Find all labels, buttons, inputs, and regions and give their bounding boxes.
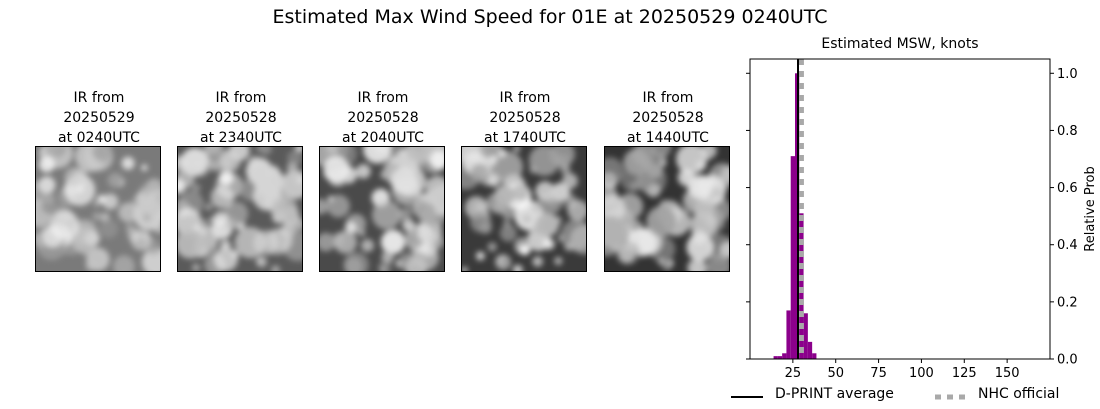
ir-satellite-image [604, 146, 730, 272]
ir-panel: IR from 20250529 at 0240UTC [35, 88, 163, 272]
ir-cloud-texture [320, 147, 444, 271]
histogram-bar [799, 213, 804, 359]
ir-caption-line1: IR from [642, 90, 694, 106]
ir-caption-date: 20250528 [489, 110, 561, 126]
x-tick-label: 100 [909, 366, 934, 381]
x-tick-label: 50 [827, 366, 844, 381]
ir-panel: IR from 20250528 at 1440UTC [604, 88, 732, 272]
ir-caption-date: 20250528 [205, 110, 277, 126]
y-tick-label: 0.6 [1057, 181, 1078, 196]
ir-panel: IR from 20250528 at 2340UTC [177, 88, 305, 272]
y-tick-label: 0.4 [1057, 238, 1078, 253]
ir-caption: IR from 20250528 at 1440UTC [604, 88, 732, 148]
ir-caption-time: at 1740UTC [484, 130, 566, 146]
histogram-bar [782, 353, 787, 359]
ir-caption-time: at 0240UTC [58, 130, 140, 146]
ir-cloud-texture [605, 147, 729, 271]
y-tick-label: 0.0 [1057, 353, 1078, 368]
y-tick-label: 0.8 [1057, 124, 1078, 139]
ir-caption-date: 20250528 [347, 110, 419, 126]
ir-cloud-texture [462, 147, 586, 271]
histogram-bar [790, 156, 795, 359]
histogram-bar [807, 341, 813, 359]
ir-caption: IR from 20250529 at 0240UTC [35, 88, 163, 148]
ir-satellite-image [35, 146, 161, 272]
y-tick-label: 0.2 [1057, 295, 1078, 310]
ir-panel: IR from 20250528 at 2040UTC [319, 88, 447, 272]
ir-caption-time: at 2040UTC [342, 130, 424, 146]
ir-panel: IR from 20250528 at 1740UTC [461, 88, 589, 272]
plot-frame [749, 58, 1051, 360]
ir-cloud-texture [36, 147, 160, 271]
x-tick-label: 125 [952, 366, 977, 381]
chart-title: Estimated MSW, knots [821, 36, 979, 52]
ir-satellite-image [177, 146, 303, 272]
ir-caption-line1: IR from [357, 90, 409, 106]
x-tick-label: 150 [995, 366, 1020, 381]
figure-title: Estimated Max Wind Speed for 01E at 2025… [272, 6, 828, 28]
histogram-bar [773, 356, 778, 359]
ir-caption: IR from 20250528 at 1740UTC [461, 88, 589, 148]
histogram-bar [812, 353, 817, 359]
x-tick-label: 75 [870, 366, 887, 381]
histogram-bar [786, 310, 791, 359]
ir-caption-time: at 1440UTC [627, 130, 709, 146]
ir-satellite-image [319, 146, 445, 272]
ir-caption-line1: IR from [73, 90, 125, 106]
legend-nhc-label: NHC official [978, 386, 1060, 402]
ir-caption-line1: IR from [215, 90, 267, 106]
x-tick-label: 25 [785, 366, 802, 381]
ir-caption-date: 20250528 [632, 110, 704, 126]
histogram-bar [777, 356, 783, 359]
ir-caption-line1: IR from [499, 90, 551, 106]
legend-dprint-label: D-PRINT average [775, 386, 894, 402]
ir-cloud-texture [178, 147, 302, 271]
y-axis-label: Relative Prob [1083, 166, 1098, 251]
ir-satellite-image [461, 146, 587, 272]
ir-caption-date: 20250529 [63, 110, 135, 126]
ir-caption: IR from 20250528 at 2340UTC [177, 88, 305, 148]
ir-caption-time: at 2340UTC [200, 130, 282, 146]
histogram-bar [803, 313, 808, 359]
ir-caption: IR from 20250528 at 2040UTC [319, 88, 447, 148]
y-tick-label: 1.0 [1057, 67, 1078, 82]
